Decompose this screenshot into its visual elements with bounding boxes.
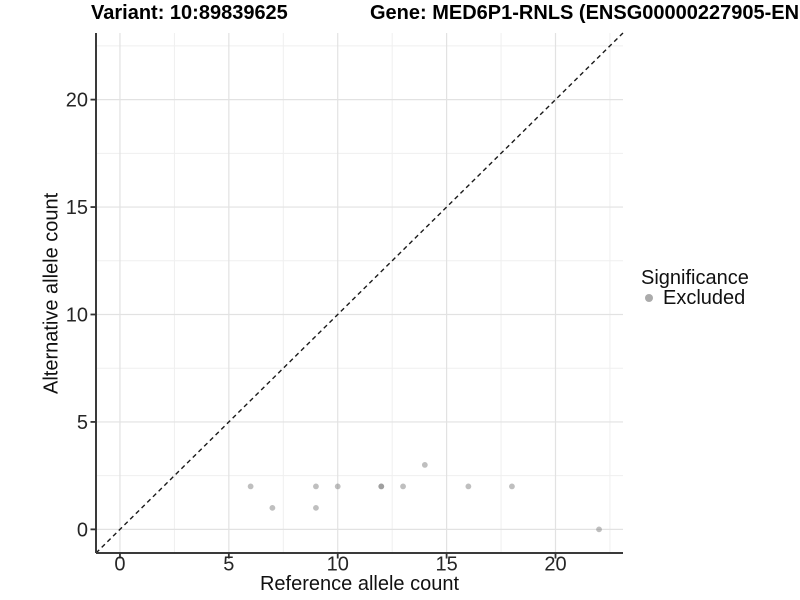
x-tick-label: 10 (327, 554, 349, 576)
data-point (509, 483, 515, 490)
y-tick-label: 10 (66, 304, 88, 326)
x-axis-title: Reference allele count (259, 573, 459, 595)
legend-entry-label: Excluded (663, 287, 746, 309)
y-tick-label: 0 (77, 519, 88, 541)
y-tick-label: 15 (66, 197, 88, 219)
plot-title-gene: Gene: MED6P1-RNLS (ENSG00000227905-EN (370, 2, 800, 24)
y-tick-label: 5 (77, 412, 88, 434)
legend-point-icon (645, 294, 653, 302)
identity-dashed-line (95, 32, 624, 554)
data-point (465, 483, 472, 490)
x-tick-label: 5 (223, 554, 234, 576)
data-point (269, 504, 276, 511)
x-tick-label: 0 (114, 554, 125, 576)
data-point (400, 483, 406, 490)
data-point (313, 483, 319, 490)
legend-title: Significance (641, 267, 749, 289)
data-point (378, 483, 385, 490)
legend-entry: Excluded (641, 288, 749, 308)
x-tick-label: 15 (435, 554, 457, 576)
data-point (334, 483, 341, 490)
data-point (596, 526, 602, 533)
plot-title-variant: Variant: 10:89839625 (91, 2, 288, 24)
legend: Significance Excluded (641, 268, 749, 308)
data-point (247, 483, 254, 490)
y-axis-title: Alternative allele count (40, 192, 63, 394)
data-point (421, 462, 428, 468)
y-tick-label: 20 (66, 90, 88, 112)
data-point (313, 504, 319, 511)
x-tick-label: 20 (544, 554, 566, 576)
